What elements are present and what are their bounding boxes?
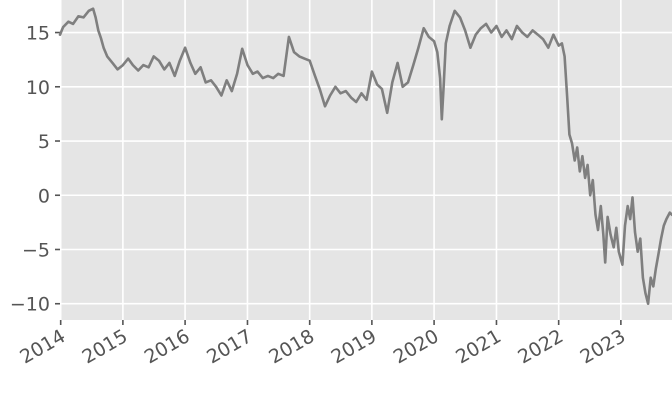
x-tick-label: 2021: [452, 325, 505, 368]
x-tick-label: 2016: [141, 325, 194, 368]
x-tick-label: 2023: [576, 325, 629, 368]
x-tick-label: 2015: [79, 325, 132, 368]
x-tick-label: 2020: [390, 325, 443, 368]
x-tick-label: 2022: [514, 325, 567, 368]
y-tick-label: 0: [38, 185, 50, 207]
y-tick-label: 5: [38, 131, 50, 153]
x-tick-label: 2017: [203, 325, 256, 368]
y-tick-label: 10: [26, 77, 50, 99]
series-layer: [58, 7, 672, 306]
grid-lines: [59, 0, 672, 320]
y-tick-label: 15: [26, 23, 50, 45]
plot-area: [60, 0, 672, 320]
axis-ticks: [55, 31, 622, 325]
series-line-0: [58, 7, 672, 306]
y-tick-label: −10: [10, 294, 50, 316]
x-tick-label: 2018: [265, 325, 318, 368]
x-tick-label: 2019: [327, 325, 380, 368]
y-tick-label: −5: [22, 239, 50, 261]
x-tick-label: 2014: [16, 325, 69, 368]
